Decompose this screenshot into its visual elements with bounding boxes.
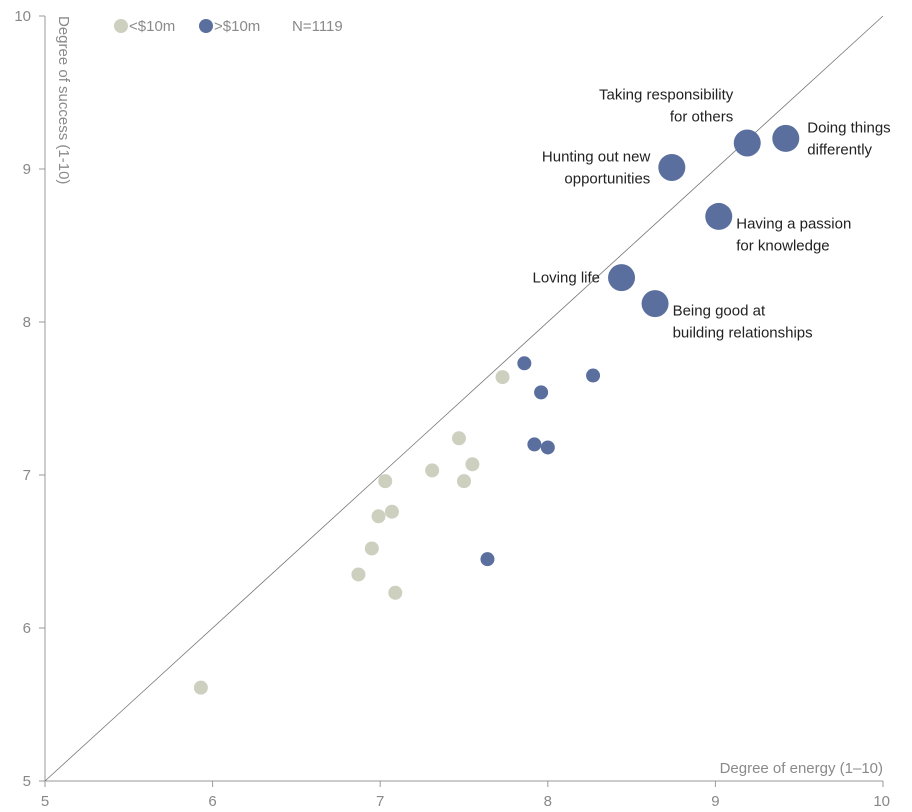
- data-point: [364, 541, 379, 556]
- point-annotation: building relationships: [673, 325, 813, 342]
- x-tick-label: 10: [873, 793, 890, 810]
- data-point: [465, 457, 480, 472]
- reference-line-group: [44, 15, 884, 782]
- x-tick-label: 9: [711, 793, 719, 810]
- legend-label-under-10m: <$10m: [129, 18, 175, 35]
- data-point: [733, 129, 761, 157]
- data-point: [495, 370, 510, 385]
- data-point: [480, 552, 495, 567]
- y-tick-label: 7: [23, 467, 31, 484]
- point-annotation: for others: [670, 108, 733, 125]
- data-point: [658, 153, 686, 181]
- data-point: [457, 474, 471, 489]
- data-point: [772, 124, 800, 152]
- data-point: [641, 290, 669, 318]
- x-tick-label: 7: [376, 793, 384, 810]
- point-annotation: Hunting out new: [542, 148, 651, 165]
- data-point: [388, 585, 403, 600]
- data-point: [378, 474, 393, 489]
- point-annotation: Having a passion: [736, 215, 851, 232]
- x-tick-label: 8: [544, 793, 552, 810]
- legend: <$10m >$10m N=1119: [114, 18, 343, 35]
- y-tick-label: 6: [23, 620, 31, 637]
- x-axis-title: Degree of energy (1–10): [720, 760, 883, 777]
- point-annotation: for knowledge: [736, 237, 829, 254]
- data-point: [534, 385, 549, 400]
- y-axis-title: Degree of success (1-10): [55, 16, 72, 184]
- data-point: [540, 440, 555, 455]
- data-point: [351, 567, 366, 582]
- x-tick-label: 5: [41, 793, 49, 810]
- sample-size-note: N=1119: [292, 18, 343, 35]
- data-point: [193, 680, 208, 695]
- reference-line: [44, 15, 884, 782]
- data-point: [705, 202, 733, 230]
- data-point: [608, 264, 636, 292]
- data-point: [451, 431, 466, 446]
- point-annotation: Loving life: [532, 270, 600, 287]
- annotations: Loving life Being good at building relatio…: [532, 86, 890, 341]
- y-tick-label: 5: [23, 773, 31, 790]
- point-annotation: opportunities: [564, 170, 650, 187]
- y-tick-label: 9: [23, 161, 31, 178]
- data-point: [384, 504, 399, 519]
- y-tick-label: 8: [23, 314, 31, 331]
- axes: 5 6 7 8 9 10 5 6 7 8 9 10: [14, 8, 890, 810]
- data-point: [517, 356, 532, 371]
- point-annotation: differently: [807, 141, 872, 158]
- point-annotation: Taking responsibility: [599, 86, 734, 103]
- data-point: [527, 437, 542, 452]
- data-point: [586, 368, 601, 383]
- point-annotation: Being good at: [673, 303, 766, 320]
- data-point: [371, 509, 386, 524]
- legend-label-over-10m: >$10m: [214, 18, 260, 35]
- x-tick-label: 6: [208, 793, 216, 810]
- data-point: [425, 463, 440, 478]
- y-tick-label: 10: [14, 8, 31, 25]
- legend-marker-under-10m: [114, 19, 128, 33]
- data-points: [193, 124, 800, 695]
- point-annotation: Doing things: [807, 119, 890, 136]
- legend-marker-over-10m: [199, 19, 213, 33]
